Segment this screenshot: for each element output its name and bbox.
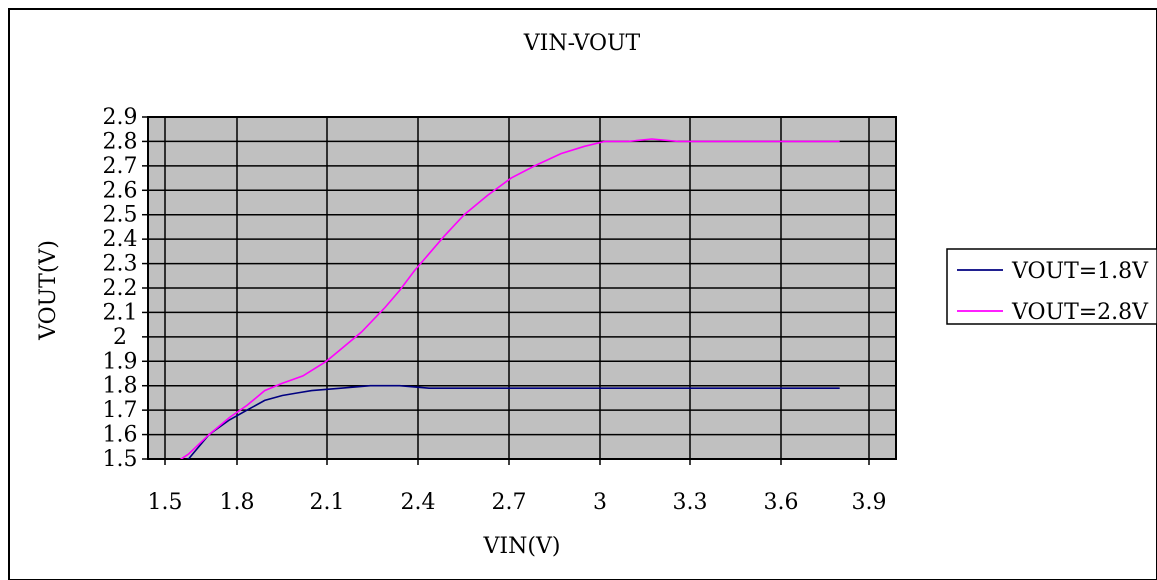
legend: VOUT=1.8V VOUT=2.8V (957, 259, 1149, 325)
series-layer (179, 138, 840, 459)
x-tick-label: 3.9 (852, 490, 887, 515)
series-line-vout-2-8v (179, 138, 840, 459)
legend-label: VOUT=1.8V (1011, 259, 1149, 284)
x-tick-label: 1.8 (220, 490, 255, 515)
y-tick-label: 1.8 (103, 374, 138, 399)
axis-layer: 1.51.61.71.81.922.12.22.32.42.52.62.72.8… (103, 105, 887, 515)
y-tick-label: 2.8 (103, 129, 138, 154)
x-tick-label: 2.7 (492, 490, 527, 515)
x-tick-label: 3.6 (764, 490, 799, 515)
y-tick-label: 1.6 (103, 423, 138, 448)
y-tick-label: 2.5 (103, 203, 138, 228)
chart-title: VIN-VOUT (523, 31, 641, 56)
x-tick-label: 3 (593, 490, 607, 515)
y-tick-label: 1.5 (103, 447, 138, 472)
y-tick-label: 2.9 (103, 105, 138, 130)
y-tick-label: 2 (113, 325, 127, 350)
y-tick-label: 2.4 (103, 227, 138, 252)
x-axis-title: VIN(V) (483, 534, 561, 559)
x-tick-label: 1.5 (148, 490, 183, 515)
x-tick-label: 2.4 (401, 490, 436, 515)
y-axis-title: VOUT(V) (36, 240, 61, 341)
grid-lines (148, 117, 896, 459)
y-tick-label: 2.6 (103, 178, 138, 203)
legend-box (946, 248, 1157, 325)
legend-label: VOUT=2.8V (1011, 300, 1149, 325)
y-tick-label: 2.7 (103, 154, 138, 179)
y-tick-label: 1.7 (103, 398, 138, 423)
y-tick-label: 2.3 (103, 252, 138, 277)
y-tick-label: 2.2 (103, 276, 138, 301)
series-line-vout-1-8v (185, 384, 840, 459)
y-tick-label: 1.9 (103, 349, 138, 374)
y-tick-label: 2.1 (103, 300, 138, 325)
x-tick-label: 3.3 (673, 490, 708, 515)
x-tick-label: 2.1 (310, 490, 345, 515)
